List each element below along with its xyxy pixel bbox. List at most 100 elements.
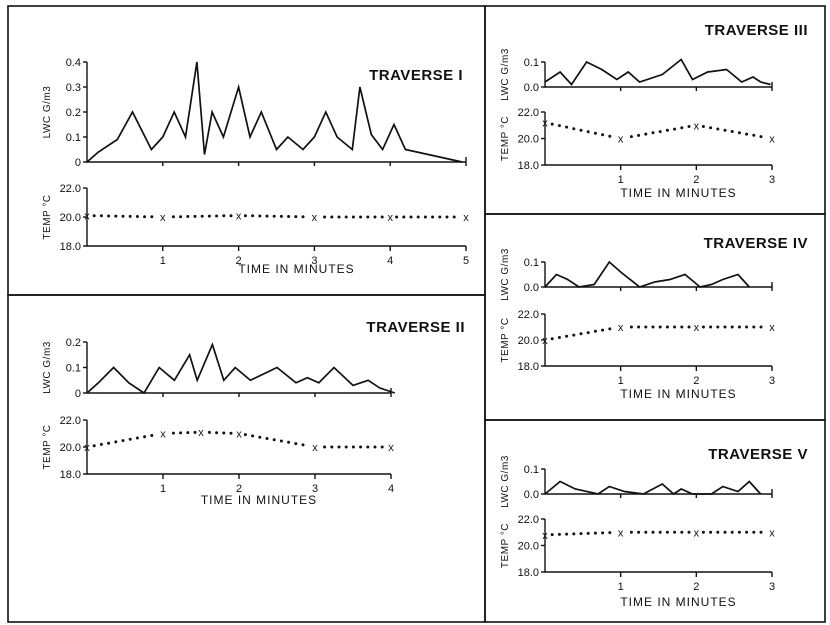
temp-dot [128, 214, 132, 218]
temp-dot [301, 215, 305, 219]
x-tick-label: 2 [693, 375, 699, 387]
temp-dot [701, 125, 705, 128]
temp-dot [373, 445, 377, 449]
temp-dot [745, 325, 749, 329]
temp-dot [366, 445, 370, 449]
temp-dot [608, 327, 612, 331]
temp-dot [265, 214, 269, 218]
temp-dot [265, 437, 269, 440]
temp-dot [687, 530, 691, 534]
temp-dot [759, 530, 763, 534]
lwc-y-tick-label: 0.1 [66, 363, 81, 375]
temp-dot [572, 333, 576, 337]
temp-dot [759, 325, 763, 329]
temp-dot [716, 127, 720, 131]
temp-dot [629, 135, 633, 139]
temp-dot [730, 130, 734, 133]
temp-dot [572, 532, 576, 536]
temp-dot [452, 215, 456, 219]
traverse-panel-1: TRAVERSE I 0.4 0.3 0.2 0.1 0 LWC G/m3 22.0 20.0 1… [42, 57, 469, 276]
temp-dot [723, 530, 727, 534]
x-tick-label: 5 [463, 255, 469, 267]
temp-dot [701, 325, 705, 329]
lwc-y-axis-label: LWC G/m3 [500, 48, 511, 101]
temp-dot [644, 530, 648, 534]
lwc-series-line [86, 61, 463, 163]
temp-dot [593, 131, 597, 135]
x-tick-label: 1 [160, 483, 166, 495]
x-axis-label: TIME IN MINUTES [238, 262, 354, 276]
temp-dot [557, 532, 561, 536]
temp-y-tick-label: 22.0 [518, 107, 539, 119]
temp-dot [745, 132, 749, 136]
temp-dot [92, 214, 96, 218]
panel-title: TRAVERSE II [366, 319, 465, 336]
temp-dot [665, 128, 669, 132]
lwc-y-tick-label: 0.1 [524, 257, 539, 269]
temp-y-tick-label: 18.0 [60, 241, 81, 253]
temp-dot [680, 325, 684, 329]
temp-dot [687, 325, 691, 329]
temp-dot [586, 531, 590, 535]
temp-dot [557, 336, 561, 339]
traverse-panel-3: TRAVERSE III 0.1 0.0 LWC G/m3 22.0 20.0 18.0 TE… [500, 22, 808, 200]
x-tick-label: 1 [618, 375, 624, 387]
temp-y-tick-label: 18.0 [518, 361, 539, 373]
temp-dot [601, 531, 605, 535]
temp-y-tick-label: 20.0 [518, 335, 539, 347]
temp-y-tick-label: 18.0 [60, 469, 81, 481]
temp-dot [701, 530, 705, 534]
temp-dot [395, 215, 399, 219]
temp-dot [186, 215, 190, 218]
lwc-y-tick-label: 0.1 [66, 132, 81, 144]
x-tick-label: 1 [160, 255, 166, 267]
x-axis-label: TIME IN MINUTES [201, 493, 317, 507]
temp-dot [344, 215, 348, 219]
lwc-series-line [544, 260, 750, 288]
temp-dot [709, 530, 713, 534]
temp-dot [445, 215, 449, 219]
temp-dot [222, 214, 226, 218]
lwc-y-tick-label: 0.2 [66, 107, 81, 119]
temp-dot [99, 442, 103, 446]
lwc-y-tick-label: 0.0 [524, 282, 539, 294]
temp-dot [359, 445, 363, 449]
lwc-y-tick-label: 0.0 [524, 82, 539, 94]
temp-y-tick-label: 22.0 [518, 309, 539, 321]
lwc-y-tick-label: 0.0 [524, 489, 539, 501]
temp-dot [301, 443, 305, 447]
temp-dot [92, 444, 96, 448]
temp-dot [723, 325, 727, 329]
temp-point-marker: x [542, 335, 548, 347]
temp-dot [330, 215, 334, 219]
temp-dot [651, 325, 655, 329]
temp-dot [330, 445, 334, 449]
temp-point-marker: x [160, 429, 166, 441]
temp-point-marker: x [542, 530, 548, 542]
temp-dot [215, 431, 219, 435]
lwc-y-tick-label: 0.4 [66, 57, 81, 69]
x-axis-label: TIME IN MINUTES [620, 387, 736, 401]
temp-dot [752, 133, 756, 137]
x-tick-label: 3 [312, 483, 318, 495]
temp-dot [179, 215, 183, 219]
temp-dot [193, 430, 197, 434]
temp-dot [579, 532, 583, 536]
temp-dot [730, 325, 734, 329]
temp-point-marker: x [198, 427, 204, 439]
lwc-y-tick-label: 0.3 [66, 82, 81, 94]
temp-dot [550, 337, 554, 341]
temp-dot [651, 131, 655, 135]
traverse-panel-4: TRAVERSE IV 0.1 0.0 LWC G/m3 22.0 20.0 18.0 TEM… [500, 235, 808, 401]
temp-point-marker: x [694, 322, 700, 334]
temp-dot [251, 214, 255, 218]
temp-dot [114, 214, 118, 218]
temp-dot [200, 214, 204, 218]
temp-dot [337, 445, 341, 449]
temp-point-marker: x [312, 442, 318, 454]
temp-dot [673, 530, 677, 534]
temp-dot [121, 214, 125, 218]
temp-y-tick-label: 22.0 [518, 514, 539, 526]
temp-dot [665, 530, 669, 534]
